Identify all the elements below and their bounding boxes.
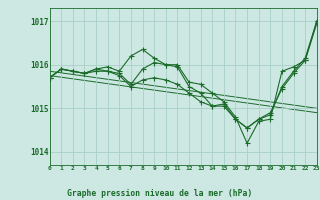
Text: Graphe pression niveau de la mer (hPa): Graphe pression niveau de la mer (hPa): [68, 189, 252, 198]
